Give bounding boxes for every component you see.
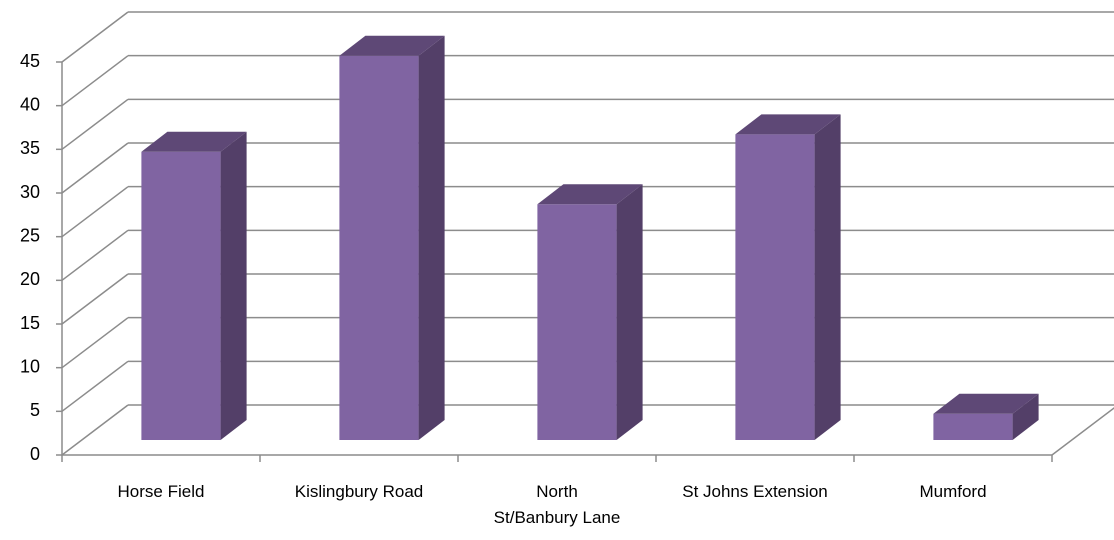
x-tick-label: St Johns Extension <box>682 482 828 501</box>
y-tick-label: 10 <box>20 356 40 376</box>
bar-side <box>616 184 643 440</box>
y-tick-label: 5 <box>30 400 40 420</box>
bar-front <box>537 204 617 440</box>
grid-line <box>61 229 129 281</box>
bar-top <box>735 114 841 135</box>
bar-side <box>220 131 247 441</box>
grid-line <box>61 404 129 456</box>
bar-front <box>933 413 1013 440</box>
y-tick-label: 30 <box>20 182 40 202</box>
bar <box>339 35 445 440</box>
grid-line <box>61 142 129 194</box>
y-tick-label: 25 <box>20 225 40 245</box>
grid-line <box>61 55 129 107</box>
floor-edge <box>1051 407 1114 456</box>
y-tick-label: 20 <box>20 269 40 289</box>
y-tick-label: 45 <box>20 51 40 71</box>
bar <box>141 131 247 441</box>
bar-side <box>418 35 445 440</box>
bar-top <box>537 184 643 205</box>
bar <box>537 184 643 440</box>
bar-front <box>141 151 221 441</box>
x-tick-label: Mumford <box>919 482 987 501</box>
grid-line <box>61 186 129 238</box>
bar-side <box>814 114 841 440</box>
grid-line <box>61 360 129 412</box>
bar-top <box>933 393 1039 414</box>
y-tick-label: 40 <box>20 94 40 114</box>
bar <box>735 114 841 441</box>
bar-side <box>1012 393 1039 440</box>
bar <box>933 393 1039 440</box>
grid-line <box>61 98 129 150</box>
grid-line <box>61 11 129 63</box>
y-tick-label: 35 <box>20 138 40 158</box>
bar-top <box>141 131 247 152</box>
y-tick-label: 0 <box>30 444 40 464</box>
y-tick-label: 15 <box>20 313 40 333</box>
x-tick-label: Horse Field <box>117 482 205 501</box>
grid-line <box>61 273 129 325</box>
x-tick-label: Kislingbury Road <box>294 482 424 501</box>
bar-front <box>735 134 815 441</box>
bar-top <box>339 35 445 56</box>
grid-line <box>61 317 129 369</box>
x-tick-label: North St/Banbury Lane <box>493 482 621 527</box>
bar-front <box>339 55 419 440</box>
